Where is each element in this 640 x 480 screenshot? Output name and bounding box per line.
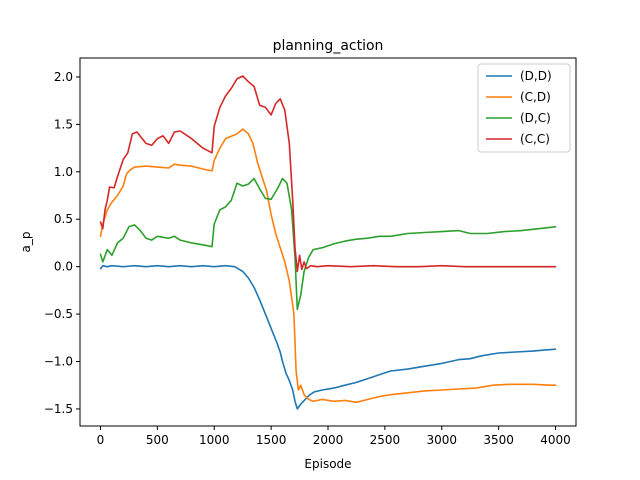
- y-tick-label: 0.0: [54, 260, 73, 274]
- series-line-3: [99, 177, 557, 311]
- y-tick-label: 1.5: [54, 117, 73, 131]
- x-tick-label: 1000: [199, 433, 230, 447]
- x-tick-label: 1500: [256, 433, 287, 447]
- series-line-4: [99, 75, 557, 273]
- y-tick-label: −1.5: [44, 402, 73, 416]
- y-axis-ticks: −1.5 −1.0 −0.5 0.0 0.5 1.0 1.5 2.0: [44, 70, 80, 416]
- y-tick-label: 0.5: [54, 212, 73, 226]
- legend-label-3: (D,C): [520, 111, 551, 125]
- chart-title: planning_action: [273, 38, 384, 54]
- x-axis-label: Episode: [304, 457, 351, 471]
- x-tick-label: 0: [97, 433, 105, 447]
- y-tick-label: −0.5: [44, 307, 73, 321]
- legend-label-1: (D,D): [520, 69, 552, 83]
- x-tick-label: 4000: [540, 433, 571, 447]
- x-tick-label: 3000: [426, 433, 457, 447]
- y-tick-label: 2.0: [54, 70, 73, 84]
- legend-label-2: (C,D): [520, 90, 551, 104]
- series-layer: [99, 75, 557, 410]
- x-axis-ticks: 0 500 1000 1500 2000 2500 3000 3500 4000: [97, 426, 571, 447]
- series-line-1: [99, 264, 557, 410]
- x-tick-label: 500: [146, 433, 169, 447]
- series-line-2: [99, 128, 557, 404]
- legend-label-4: (C,C): [520, 132, 550, 146]
- y-tick-label: −1.0: [44, 355, 73, 369]
- legend: (D,D) (C,D) (D,C) (C,C): [477, 63, 571, 153]
- x-tick-label: 2500: [370, 433, 401, 447]
- x-tick-label: 2000: [313, 433, 344, 447]
- y-tick-label: 1.0: [54, 165, 73, 179]
- y-axis-label: a_p: [19, 232, 33, 253]
- legend-box: [477, 63, 571, 153]
- x-tick-label: 3500: [483, 433, 514, 447]
